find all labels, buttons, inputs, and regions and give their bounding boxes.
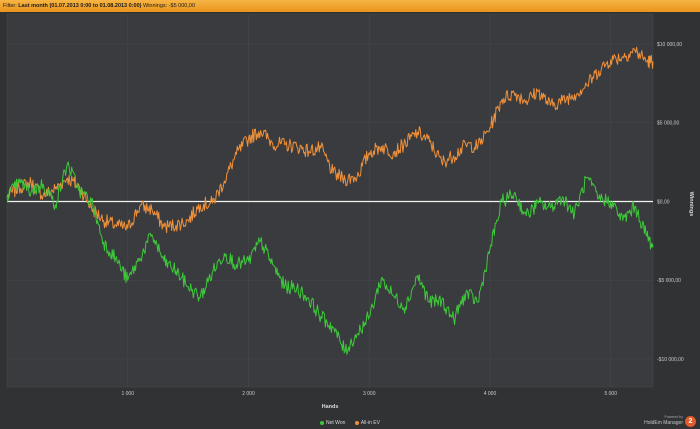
y-tick-label: $5 000,00 <box>657 121 679 127</box>
x-tick-label: 3 000 <box>363 391 376 397</box>
x-tick-label: 2 000 <box>242 391 255 397</box>
x-axis-label: Hands <box>322 404 339 410</box>
grid <box>7 14 653 387</box>
y-tick-label: -$10 000,00 <box>657 357 684 363</box>
series-line-all-in-ev <box>6 46 654 234</box>
filter-winnings-value: -$5 000,00 <box>168 3 196 9</box>
series-line-net-won <box>6 161 654 355</box>
powered-by-text: Powered by <box>664 415 683 419</box>
y-tick-label: $0,00 <box>657 199 670 205</box>
filter-prefix: Filter: <box>3 3 17 9</box>
legend-label-all-in-ev: All-in EV <box>360 420 380 426</box>
filter-winnings-label: Winnings: <box>143 3 168 9</box>
winnings-graph[interactable]: 1 000 2 000 3 000 4 000 5 000 $10 000,00 $5 00… <box>0 12 700 420</box>
y-tick-label: -$5 000,00 <box>657 278 681 284</box>
y-axis-label: Winnings <box>688 192 694 217</box>
hem-logo-icon: 2 <box>685 416 696 427</box>
filter-period: Last month (01.07.2013 0:00 to 01.08.201… <box>18 3 142 9</box>
legend-item-all-in-ev[interactable]: All-in EV <box>354 420 380 426</box>
legend-swatch-all-in-ev <box>354 421 359 425</box>
legend-item-net-won[interactable]: Net Won <box>320 420 345 426</box>
tick-labels: 1 000 2 000 3 000 4 000 5 000 $10 000,00 $5 00… <box>121 42 683 397</box>
brand-name: HoldEm Manager <box>644 420 683 426</box>
x-tick-label: 1 000 <box>121 391 134 397</box>
legend: Net Won All-in EV <box>0 420 700 428</box>
x-tick-label: 4 000 <box>484 391 497 397</box>
x-tick-label: 5 000 <box>604 391 617 397</box>
y-tick-label: $10 000,00 <box>657 42 682 48</box>
legend-swatch-net-won <box>320 421 325 425</box>
series-lines <box>6 46 654 355</box>
legend-label-net-won: Net Won <box>326 420 346 426</box>
filter-bar[interactable]: Filter: Last month (01.07.2013 0:00 to 0… <box>0 0 700 12</box>
hem-branding: Powered by HoldEm Manager 2 <box>616 414 696 428</box>
